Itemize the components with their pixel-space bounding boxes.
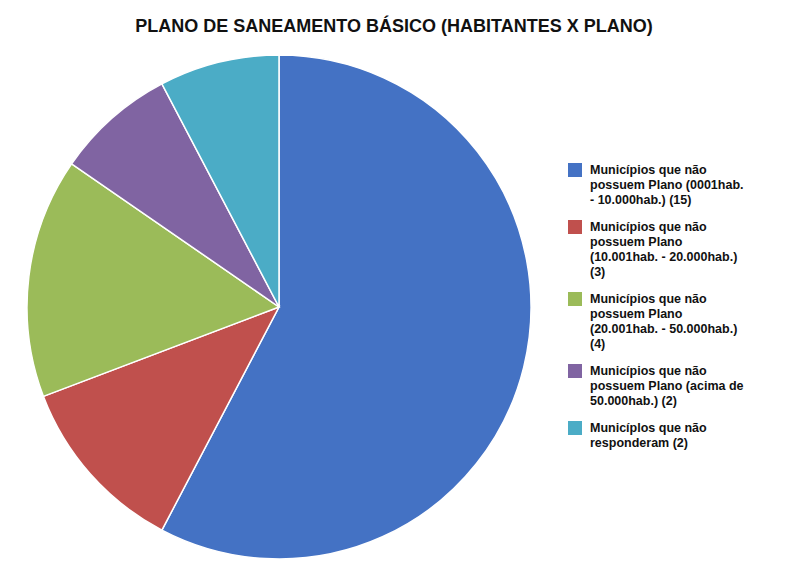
title: PLANO DE SANEAMENTO BÁSICO (HABITANTES X… <box>135 15 652 36</box>
legend-item: Municíplos que nãoresponderam (2) <box>568 421 707 450</box>
legend-item: Municípios que nãopossuem Plano(20.001ha… <box>568 292 737 351</box>
legend-swatch <box>568 364 582 378</box>
legend-item: Municípios que nãopossuem Plano (acima d… <box>568 364 744 408</box>
legend-label-line: possuem Plano <box>590 235 683 249</box>
legend-label-line: Municípios que não <box>590 163 707 177</box>
chart: PLANO DE SANEAMENTO BÁSICO (HABITANTES X… <box>0 0 788 574</box>
legend-label-line: (3) <box>590 265 605 279</box>
legend-label-line: Municíplos que não <box>590 421 707 435</box>
legend-label-line: - 10.000hab.) (15) <box>590 193 691 207</box>
legend-label-line: (4) <box>590 337 605 351</box>
pie <box>27 55 531 559</box>
legend-item: Municípios que nãopossuem Plano (0001hab… <box>568 163 744 207</box>
legend-label-line: Municípios que não <box>590 220 707 234</box>
legend: Municípios que nãopossuem Plano (0001hab… <box>568 163 744 450</box>
legend-swatch <box>568 163 582 177</box>
legend-label-line: responderam (2) <box>590 436 688 450</box>
legend-label-line: possuem Plano (acima de <box>590 379 744 393</box>
legend-label: Municípios que nãopossuem Plano (acima d… <box>590 364 744 408</box>
legend-item: Municípios que nãopossuem Plano(10.001ha… <box>568 220 737 279</box>
legend-label: Municípios que nãopossuem Plano(10.001ha… <box>590 220 737 279</box>
slice <box>162 55 279 307</box>
legend-swatch <box>568 220 582 234</box>
legend-swatch <box>568 421 582 435</box>
legend-swatch <box>568 292 582 306</box>
legend-label-line: Municípios que não <box>590 292 707 306</box>
legend-label: Municíplos que nãoresponderam (2) <box>590 421 707 450</box>
legend-label-line: (20.001hab. - 50.000hab.) <box>590 322 737 336</box>
legend-label-line: possuem Plano (0001hab. <box>590 178 744 192</box>
legend-label-line: possuem Plano <box>590 307 683 321</box>
legend-label-line: Municípios que não <box>590 364 707 378</box>
legend-label-line: 50.000hab.) (2) <box>590 394 677 408</box>
legend-label: Municípios que nãopossuem Plano (0001hab… <box>590 163 744 207</box>
legend-label: Municípios que nãopossuem Plano(20.001ha… <box>590 292 737 351</box>
legend-label-line: (10.001hab. - 20.000hab.) <box>590 250 737 264</box>
